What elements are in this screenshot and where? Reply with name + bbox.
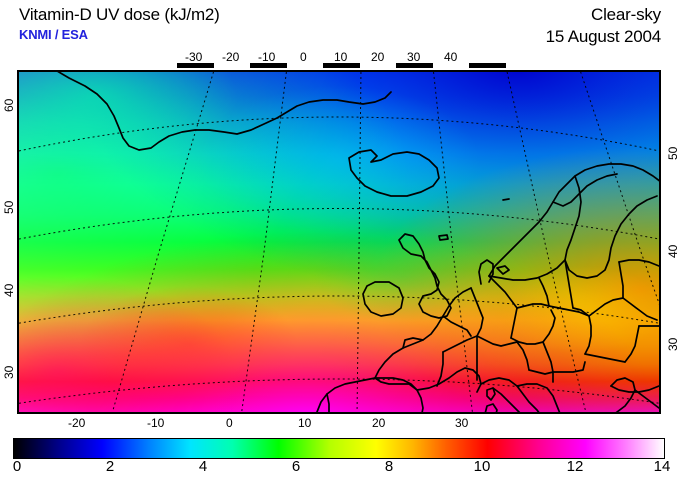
date-label: 15 August 2004	[545, 27, 662, 46]
agency-label: KNMI / ESA	[19, 27, 88, 42]
colorbar	[13, 438, 665, 459]
coastlines	[57, 72, 659, 412]
page-title: Vitamin-D UV dose (kJ/m2)	[19, 5, 220, 24]
heatmap-field	[19, 72, 659, 412]
uv-dose-heatmap	[19, 72, 659, 412]
colorbar-gradient	[13, 438, 665, 459]
condition-label: Clear-sky	[591, 5, 661, 24]
map-plot-frame	[17, 70, 661, 414]
